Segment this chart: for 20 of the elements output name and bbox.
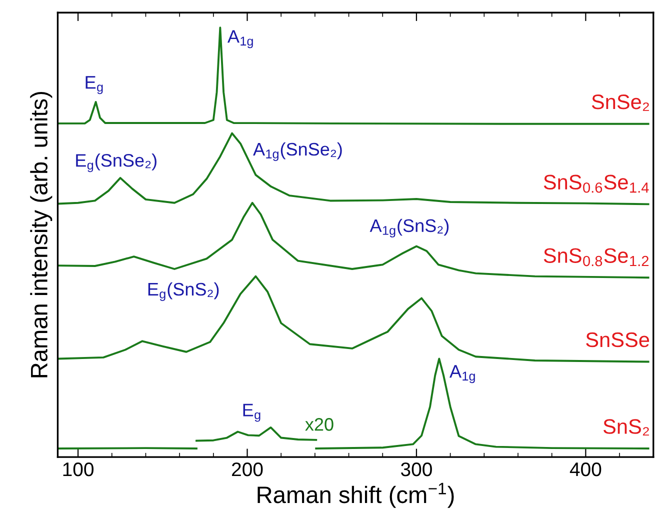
x-tick-label: 300: [400, 462, 432, 476]
series-label: SnS₂: [603, 419, 649, 436]
series-label: SnSe₂: [592, 94, 649, 111]
series-label: SnS$_{0.8}$Se$_{1.2}$: [544, 248, 649, 266]
series-label: SnSSe: [586, 332, 650, 348]
annotation: A$_{1g}$: [227, 30, 253, 48]
annotation: E$_{g}$(SnSe₂): [76, 154, 156, 172]
annotation: E$_{g}$(SnS₂): [148, 282, 219, 301]
series-label: SnS$_{0.6}$Se$_{1.4}$: [544, 174, 649, 193]
annotation: E$_{g}$: [86, 76, 103, 94]
x-tick-label: 400: [570, 462, 602, 476]
annotation: x20: [305, 418, 334, 431]
annotation: E$_{g}$: [243, 404, 260, 422]
x-axis-title: Raman shift (cm$^{−1}$): [258, 482, 454, 508]
annotation: A$_{1g}$(SnS₂): [370, 218, 449, 238]
x-tick-label: 100: [63, 462, 94, 476]
annotation: A$_{1g}$: [450, 365, 475, 384]
x-tick-label: 200: [232, 462, 263, 476]
y-axis-title: Raman intensity (arb. units): [30, 92, 52, 378]
annotation: A$_{1g}$(SnSe₂): [253, 142, 342, 161]
